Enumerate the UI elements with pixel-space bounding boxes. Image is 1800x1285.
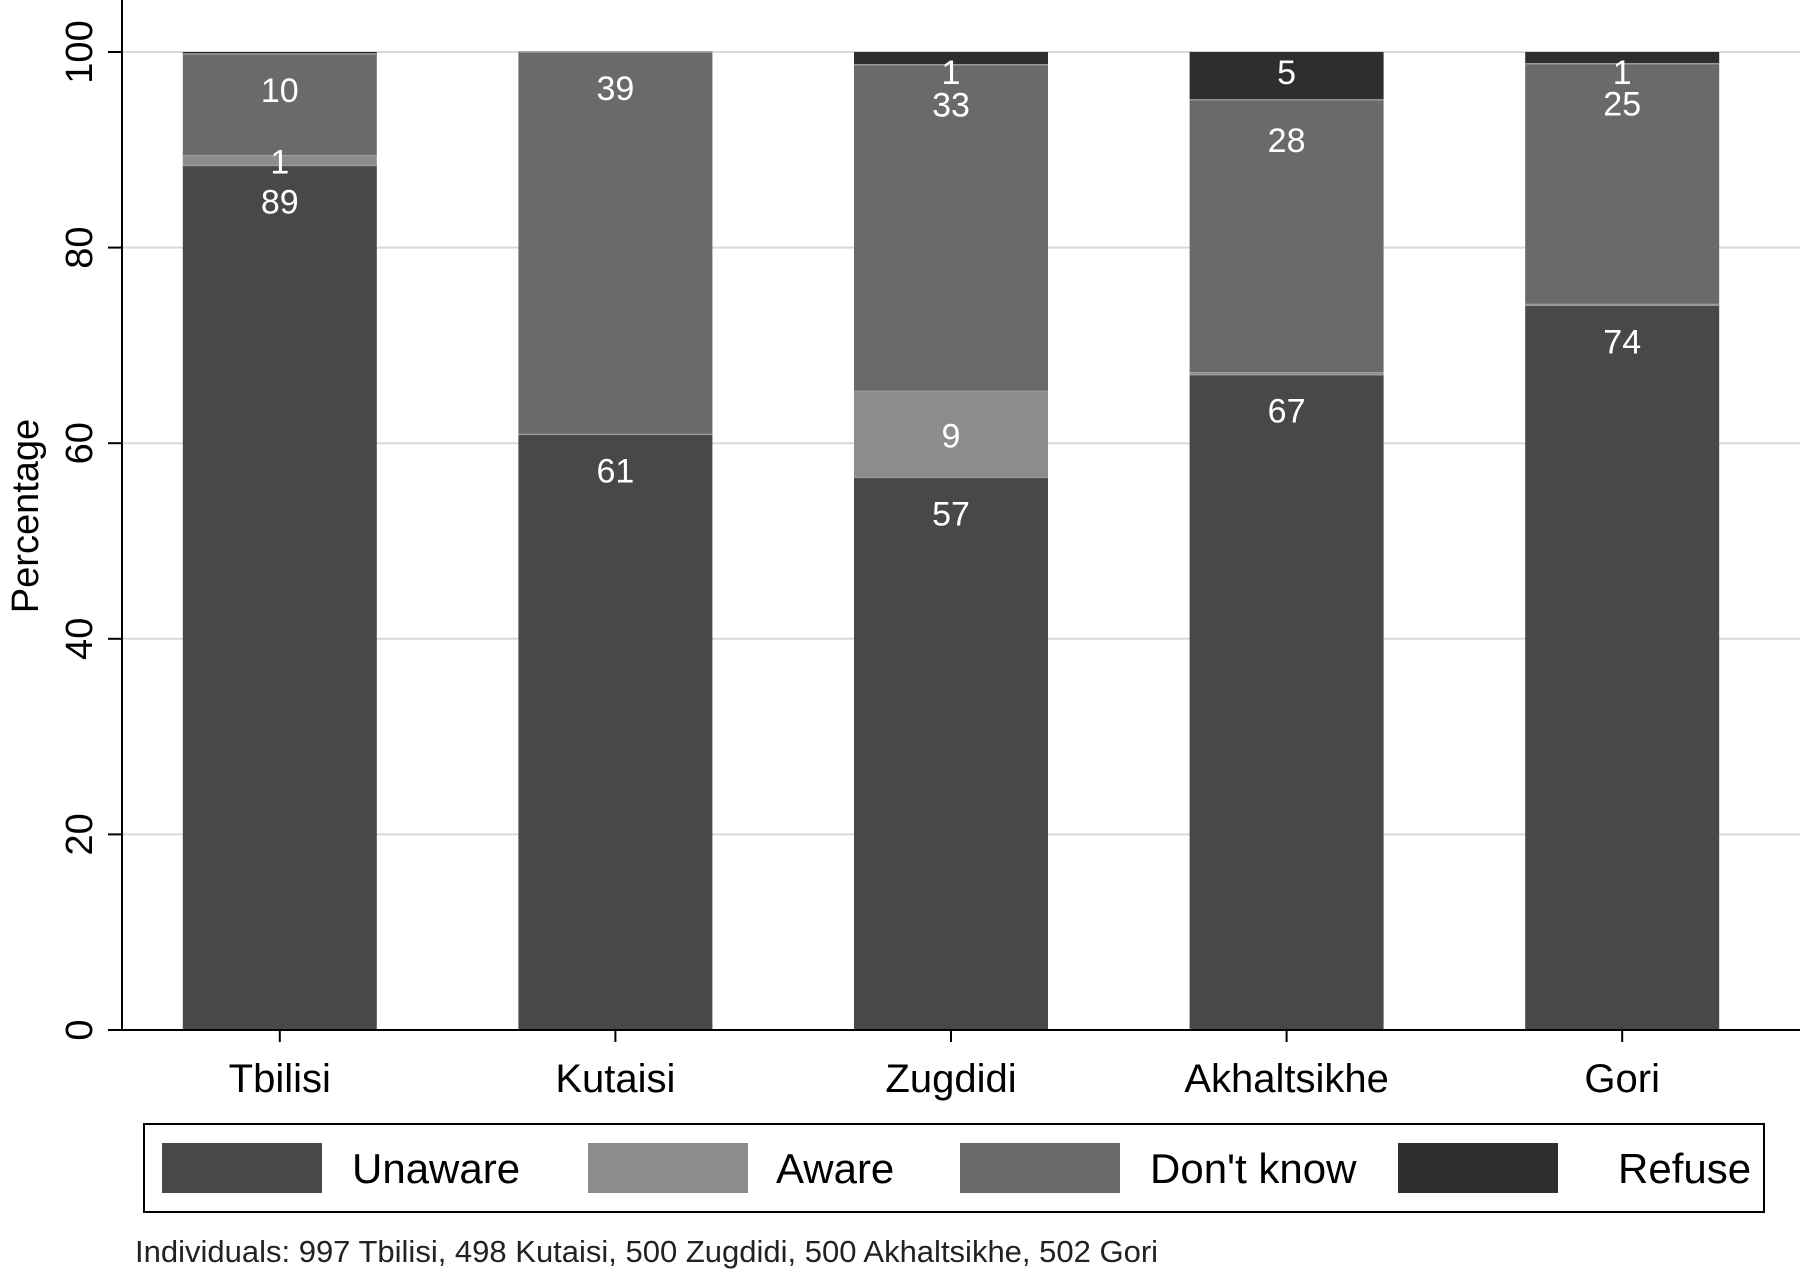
bar-segment: [1189, 99, 1384, 373]
bar-segment: [1525, 63, 1720, 305]
bar-segment: [1189, 374, 1384, 1030]
bar-segment: [1525, 52, 1720, 64]
x-tick-label: Zugdidi: [885, 1057, 1016, 1101]
y-tick-label: 20: [59, 813, 101, 855]
bar-segment: [854, 64, 1048, 392]
data-label: 61: [596, 452, 634, 490]
legend-label: Refuse: [1618, 1145, 1751, 1192]
bar-segment: [1525, 305, 1720, 1030]
legend-swatch: [588, 1143, 748, 1193]
data-label: 33: [932, 87, 970, 125]
data-label: 1: [270, 144, 289, 182]
chart-note: Individuals: 997 Tbilisi, 498 Kutaisi, 5…: [135, 1234, 1158, 1269]
bar-segment: [1189, 372, 1384, 375]
data-label: 74: [1603, 323, 1641, 361]
legend-label: Unaware: [352, 1145, 520, 1192]
x-tick-label: Kutaisi: [555, 1057, 675, 1101]
data-label: 89: [261, 183, 299, 221]
legend-label: Don't know: [1150, 1145, 1357, 1192]
y-axis-title: Percentage: [5, 419, 47, 613]
data-label: 1: [1613, 54, 1632, 92]
bar-segment: [854, 477, 1048, 1030]
bar-segment: [518, 52, 713, 435]
legend-swatch: [162, 1143, 322, 1193]
data-label: 67: [1268, 393, 1306, 431]
y-tick-label: 60: [59, 422, 101, 464]
legend-swatch: [1398, 1143, 1558, 1193]
bar-segment: [182, 53, 377, 156]
data-label: 39: [596, 70, 634, 108]
data-label: 57: [932, 495, 970, 533]
bar-segment: [518, 434, 713, 1030]
bar-segment: [182, 155, 377, 166]
data-label: 5: [1277, 54, 1296, 92]
y-tick-label: 0: [59, 1019, 101, 1040]
bar-segment: [182, 52, 377, 54]
data-label: 10: [261, 72, 299, 110]
data-label: 1: [942, 54, 961, 92]
x-tick-label: Tbilisi: [229, 1057, 331, 1101]
data-label: 25: [1603, 86, 1641, 124]
data-label: 9: [942, 417, 961, 455]
y-tick-label: 100: [59, 20, 101, 83]
y-tick-label: 40: [59, 618, 101, 660]
data-label: 28: [1268, 122, 1306, 160]
legend-label: Aware: [776, 1145, 894, 1192]
bar-segment: [182, 165, 377, 1030]
bar-segment: [854, 52, 1048, 65]
x-tick-label: Gori: [1584, 1057, 1660, 1101]
y-tick-label: 80: [59, 226, 101, 268]
bar-segment: [854, 391, 1048, 478]
x-tick-label: Akhaltsikhe: [1184, 1057, 1389, 1101]
legend-swatch: [960, 1143, 1120, 1193]
bar-segment: [1189, 52, 1384, 100]
